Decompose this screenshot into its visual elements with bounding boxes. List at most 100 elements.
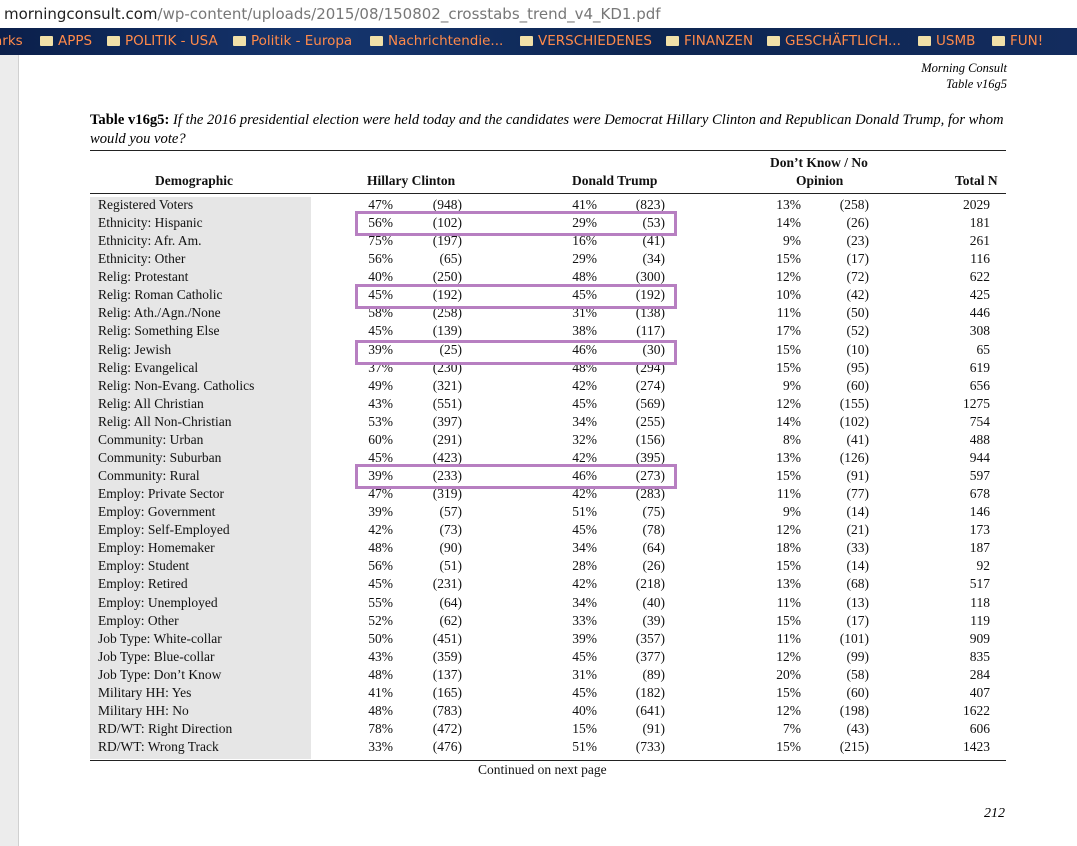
cell: (823) xyxy=(635,197,665,212)
cell: (274) xyxy=(635,377,665,393)
cell: 15% xyxy=(776,468,801,484)
cell: (258) xyxy=(432,305,462,321)
cell: (91) xyxy=(846,468,870,484)
cell: 2029 xyxy=(963,197,990,212)
cell: 48% xyxy=(368,540,393,556)
cell: (53) xyxy=(642,215,666,231)
cell: 45% xyxy=(368,323,393,339)
cell: (948) xyxy=(432,197,462,212)
bookmark[interactable]: USMB xyxy=(918,33,975,49)
cell: (283) xyxy=(635,486,665,502)
cell: (102) xyxy=(432,215,462,231)
folder-icon xyxy=(40,36,53,46)
cell: 261 xyxy=(969,233,990,249)
cell: (137) xyxy=(432,666,462,682)
bookmark[interactable]: Politik - Europa xyxy=(233,33,352,49)
cell: 606 xyxy=(969,721,990,737)
cell: 48% xyxy=(572,269,597,285)
cell: (40) xyxy=(642,594,666,610)
viewer-margin xyxy=(0,55,19,846)
bookmark-label: Politik - Europa xyxy=(251,33,353,49)
cell: 78% xyxy=(368,721,393,737)
row-label: Employ: Government xyxy=(98,504,216,520)
cell: (50) xyxy=(846,305,870,321)
row-label: RD/WT: Right Direction xyxy=(98,721,233,737)
bookmark[interactable]: Nachrichtendie... xyxy=(370,33,503,49)
cell: 75% xyxy=(368,233,393,249)
row-label: Relig: All Christian xyxy=(98,395,204,411)
cell: 51% xyxy=(572,504,597,520)
cell: 1423 xyxy=(963,739,990,755)
cell: (52) xyxy=(846,323,870,339)
address-bar[interactable]: morningconsult.com/wp-content/uploads/20… xyxy=(0,0,1077,29)
cell: (182) xyxy=(635,684,665,700)
cell: 56% xyxy=(368,251,393,267)
bookmark[interactable]: FUN! xyxy=(992,33,1043,49)
cell: (90) xyxy=(439,540,463,556)
cell: (13) xyxy=(846,594,870,610)
bookmark[interactable]: arks xyxy=(0,33,23,49)
cell: (30) xyxy=(642,341,666,357)
cell: (783) xyxy=(432,702,462,718)
cell: 14% xyxy=(776,215,801,231)
bookmark[interactable]: FINANZEN xyxy=(666,33,753,49)
cell: 678 xyxy=(969,486,990,502)
bookmark-label: POLITIK - USA xyxy=(125,33,218,49)
cell: 52% xyxy=(368,612,393,628)
cell: 38% xyxy=(572,323,597,339)
bookmark-label: FINANZEN xyxy=(684,33,754,49)
cell: (101) xyxy=(839,630,869,646)
cell: 48% xyxy=(368,666,393,682)
cell: 45% xyxy=(572,287,597,303)
caption-text: If the 2016 presidential election were h… xyxy=(90,112,1004,147)
bookmark[interactable]: GESCHÄFTLICH... xyxy=(767,33,901,49)
cell: (233) xyxy=(432,468,462,484)
col-header: Don’t Know / No xyxy=(770,155,868,170)
cell: 10% xyxy=(776,287,801,303)
cell: 12% xyxy=(776,702,801,718)
bookmark[interactable]: POLITIK - USA xyxy=(107,33,218,49)
cell: 47% xyxy=(368,197,393,212)
folder-icon xyxy=(666,36,679,46)
cell: 181 xyxy=(969,215,990,231)
row-label: Job Type: Blue-collar xyxy=(98,648,215,664)
cell: (10) xyxy=(846,341,870,357)
cell: 11% xyxy=(776,305,801,321)
row-label: Community: Urban xyxy=(98,431,204,447)
cell: 46% xyxy=(572,468,597,484)
caption: Table v16g5: If the 2016 presidential el… xyxy=(90,111,1010,149)
cell: 42% xyxy=(572,486,597,502)
cell: (291) xyxy=(432,431,462,447)
cell: (91) xyxy=(642,721,666,737)
cell: 7% xyxy=(783,721,801,737)
cell: (218) xyxy=(635,576,665,592)
row-label: Employ: Other xyxy=(98,612,179,628)
row-label: Ethnicity: Other xyxy=(98,251,186,267)
cell: (39) xyxy=(642,612,666,628)
cell: (250) xyxy=(432,269,462,285)
cell: 47% xyxy=(368,486,393,502)
row-label: Military HH: Yes xyxy=(98,684,192,700)
folder-icon xyxy=(767,36,780,46)
cell: 909 xyxy=(969,630,990,646)
cell: 425 xyxy=(969,287,990,303)
cell: (21) xyxy=(846,522,870,538)
row-label: Job Type: White-collar xyxy=(98,630,222,646)
row-label: Relig: Non-Evang. Catholics xyxy=(98,377,255,393)
cell: (65) xyxy=(439,251,463,267)
cell: 55% xyxy=(368,594,393,610)
bookmark[interactable]: VERSCHIEDENES xyxy=(520,33,652,49)
row-label: Military HH: No xyxy=(98,702,189,718)
cell: (569) xyxy=(635,395,665,411)
bookmark[interactable]: APPS xyxy=(40,33,92,49)
cell: 119 xyxy=(970,612,990,628)
bookmark-label: VERSCHIEDENES xyxy=(538,33,652,49)
cell: 597 xyxy=(969,468,990,484)
folder-icon xyxy=(520,36,533,46)
cell: 944 xyxy=(969,449,990,465)
cell: 60% xyxy=(368,431,393,447)
row-label: Relig: Something Else xyxy=(98,323,220,339)
col-header: Total N xyxy=(955,173,998,188)
cell: (215) xyxy=(839,739,869,755)
cell: 34% xyxy=(572,540,597,556)
